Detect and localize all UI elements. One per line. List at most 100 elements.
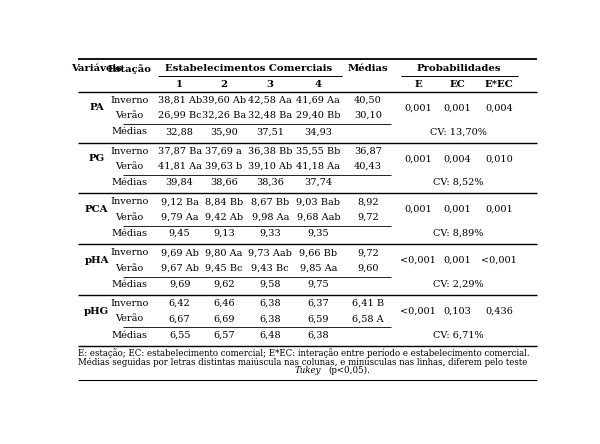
- Text: 6,37: 6,37: [307, 299, 329, 308]
- Text: Verão: Verão: [115, 111, 143, 120]
- Text: <0,001: <0,001: [400, 256, 436, 265]
- Text: Verão: Verão: [115, 314, 143, 323]
- Text: 37,87 Ba: 37,87 Ba: [158, 147, 202, 155]
- Text: Médias: Médias: [111, 229, 147, 238]
- Text: 39,84: 39,84: [166, 178, 194, 187]
- Text: 6,46: 6,46: [213, 299, 235, 308]
- Text: 6,57: 6,57: [213, 330, 235, 340]
- Text: 9,62: 9,62: [213, 280, 235, 289]
- Text: 6,58 A: 6,58 A: [352, 314, 384, 323]
- Text: 6,38: 6,38: [259, 299, 281, 308]
- Text: 9,33: 9,33: [259, 229, 281, 238]
- Text: 32,26 Ba: 32,26 Ba: [202, 111, 246, 120]
- Text: Médias: Médias: [111, 330, 147, 340]
- Text: 9,45 Bc: 9,45 Bc: [205, 264, 242, 273]
- Text: 9,60: 9,60: [357, 264, 379, 273]
- Text: 6,69: 6,69: [213, 314, 235, 323]
- Text: 37,51: 37,51: [256, 127, 284, 136]
- Text: 6,48: 6,48: [259, 330, 281, 340]
- Text: 9,73 Aab: 9,73 Aab: [248, 248, 292, 257]
- Text: 0,436: 0,436: [485, 307, 513, 316]
- Text: PG: PG: [89, 154, 105, 163]
- Text: 9,72: 9,72: [357, 248, 379, 257]
- Text: 35,90: 35,90: [210, 127, 238, 136]
- Text: 9,58: 9,58: [260, 280, 281, 289]
- Text: 6,67: 6,67: [169, 314, 190, 323]
- Text: 39,60 Ab: 39,60 Ab: [202, 96, 246, 105]
- Text: 0,010: 0,010: [485, 154, 513, 163]
- Text: 0,001: 0,001: [443, 103, 471, 112]
- Text: 9,68 Aab: 9,68 Aab: [296, 213, 340, 222]
- Text: 9,72: 9,72: [357, 213, 379, 222]
- Text: 0,103: 0,103: [443, 307, 471, 316]
- Text: CV: 8,52%: CV: 8,52%: [433, 178, 484, 187]
- Text: 41,81 Aa: 41,81 Aa: [158, 162, 202, 171]
- Text: 0,004: 0,004: [443, 154, 471, 163]
- Text: 6,38: 6,38: [259, 314, 281, 323]
- Text: 32,48 Ba: 32,48 Ba: [248, 111, 292, 120]
- Text: 4: 4: [315, 79, 322, 89]
- Text: 9,35: 9,35: [308, 229, 329, 238]
- Text: 34,93: 34,93: [304, 127, 332, 136]
- Text: 6,55: 6,55: [169, 330, 190, 340]
- Text: 2: 2: [220, 79, 227, 89]
- Text: Inverno: Inverno: [110, 96, 148, 105]
- Text: 32,88: 32,88: [166, 127, 194, 136]
- Text: Médias: Médias: [111, 127, 147, 136]
- Text: Médias: Médias: [111, 280, 147, 289]
- Text: 36,38 Bb: 36,38 Bb: [248, 147, 293, 155]
- Text: 8,67 Bb: 8,67 Bb: [251, 198, 289, 206]
- Text: CV: 8,89%: CV: 8,89%: [433, 229, 484, 238]
- Text: 3: 3: [267, 79, 274, 89]
- Text: E*EC: E*EC: [485, 79, 513, 89]
- Text: E: estação; EC: estabelecimento comercial; E*EC: interação entre período e estab: E: estação; EC: estabelecimento comercia…: [78, 349, 530, 358]
- Text: 9,13: 9,13: [213, 229, 235, 238]
- Text: CV: 13,70%: CV: 13,70%: [430, 127, 487, 136]
- Text: 40,43: 40,43: [354, 162, 382, 171]
- Text: 37,69 a: 37,69 a: [205, 147, 242, 155]
- Text: Estação: Estação: [107, 64, 151, 74]
- Text: pHA: pHA: [85, 256, 109, 265]
- Text: pHG: pHG: [84, 307, 109, 316]
- Text: 9,42 Ab: 9,42 Ab: [205, 213, 243, 222]
- Text: <0,001: <0,001: [481, 256, 517, 265]
- Text: Inverno: Inverno: [110, 198, 148, 206]
- Text: 6,59: 6,59: [308, 314, 329, 323]
- Text: 0,001: 0,001: [443, 205, 471, 214]
- Text: 9,79 Aa: 9,79 Aa: [161, 213, 199, 222]
- Text: Tukey: Tukey: [294, 366, 321, 375]
- Text: 42,58 Aa: 42,58 Aa: [248, 96, 292, 105]
- Text: 9,12 Ba: 9,12 Ba: [161, 198, 199, 206]
- Text: 1: 1: [176, 79, 183, 89]
- Text: Inverno: Inverno: [110, 248, 148, 257]
- Text: E: E: [415, 79, 422, 89]
- Text: 29,40 Bb: 29,40 Bb: [296, 111, 341, 120]
- Text: 30,10: 30,10: [354, 111, 382, 120]
- Text: 0,001: 0,001: [443, 256, 471, 265]
- Text: 9,45: 9,45: [169, 229, 190, 238]
- Text: PA: PA: [89, 103, 104, 112]
- Text: Inverno: Inverno: [110, 147, 148, 155]
- Text: 9,98 Aa: 9,98 Aa: [251, 213, 289, 222]
- Text: Verão: Verão: [115, 213, 143, 222]
- Text: CV: 6,71%: CV: 6,71%: [433, 330, 484, 340]
- Text: 0,001: 0,001: [404, 154, 432, 163]
- Text: 41,18 Aa: 41,18 Aa: [296, 162, 340, 171]
- Text: 6,42: 6,42: [169, 299, 191, 308]
- Text: 9,80 Aa: 9,80 Aa: [205, 248, 242, 257]
- Text: Probabilidades: Probabilidades: [416, 64, 501, 73]
- Text: 9,43 Bc: 9,43 Bc: [251, 264, 289, 273]
- Text: 8,92: 8,92: [357, 198, 379, 206]
- Text: 9,67 Ab: 9,67 Ab: [161, 264, 199, 273]
- Text: 38,81 Ab: 38,81 Ab: [157, 96, 202, 105]
- Text: 0,001: 0,001: [404, 205, 432, 214]
- Text: Variáveis: Variáveis: [71, 64, 122, 73]
- Text: 38,36: 38,36: [256, 178, 284, 187]
- Text: 36,87: 36,87: [354, 147, 382, 155]
- Text: 9,66 Bb: 9,66 Bb: [299, 248, 337, 257]
- Text: PCA: PCA: [85, 205, 109, 214]
- Text: (p<0,05).: (p<0,05).: [328, 366, 370, 375]
- Text: CV: 2,29%: CV: 2,29%: [433, 280, 484, 289]
- Text: 6,41 B: 6,41 B: [352, 299, 384, 308]
- Text: 9,69 Ab: 9,69 Ab: [161, 248, 199, 257]
